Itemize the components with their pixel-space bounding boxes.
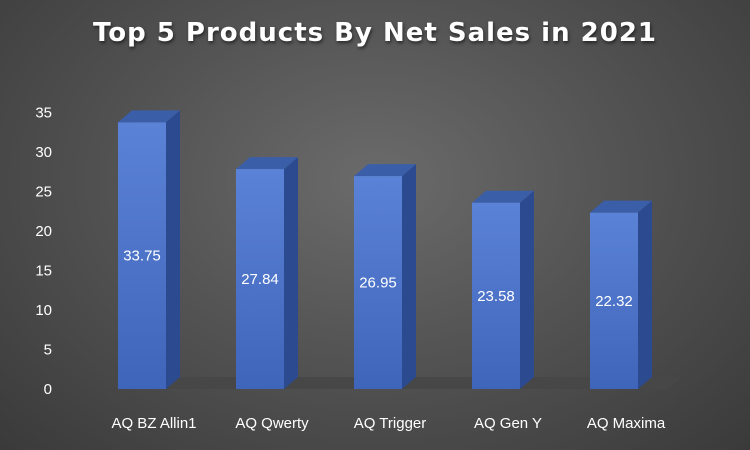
bar: 27.84: [236, 157, 298, 389]
y-tick-label: 15: [35, 263, 52, 280]
bar-side-face: [638, 200, 652, 389]
bar-side-face: [520, 190, 534, 389]
bar-side-face: [166, 110, 180, 389]
bar: 33.75: [118, 110, 180, 389]
bar-side-face: [284, 157, 298, 389]
bar-front-face: [472, 202, 520, 389]
bar-front-face: [354, 176, 402, 389]
bar-top-face: [354, 164, 416, 177]
bar-front-face: [236, 169, 284, 389]
bar-front-face: [118, 122, 166, 389]
x-category-label: AQ Qwerty: [235, 415, 309, 432]
y-tick-label: 30: [35, 144, 52, 161]
bar-top-face: [472, 190, 534, 203]
y-tick-label: 0: [44, 381, 52, 398]
y-tick-label: 5: [44, 342, 52, 359]
bar-side-face: [402, 164, 416, 389]
y-tick-label: 25: [35, 184, 52, 201]
x-category-label: AQ Trigger: [354, 415, 427, 432]
x-category-label: AQ BZ Allin1: [111, 415, 196, 432]
data-label: 23.58: [477, 288, 515, 305]
x-category-label: AQ Gen Y: [474, 415, 542, 432]
y-axis: 0 5 10 15 20 25 30 35: [35, 105, 52, 399]
data-label: 33.75: [123, 248, 161, 265]
x-category-label: AQ Maxima: [587, 415, 666, 432]
data-label: 22.32: [595, 293, 633, 310]
y-tick-label: 10: [35, 302, 52, 319]
x-axis: AQ BZ Allin1 AQ Qwerty AQ Trigger AQ Gen Y A…: [111, 415, 665, 432]
data-label: 27.84: [241, 271, 279, 288]
bar-top-face: [590, 200, 652, 213]
y-tick-label: 20: [35, 223, 52, 240]
bar: 22.32: [590, 200, 652, 389]
bar: 26.95: [354, 164, 416, 389]
bar: 23.58: [472, 190, 534, 389]
bar-top-face: [118, 110, 180, 123]
y-tick-label: 35: [35, 105, 52, 122]
bars: 33.75 27.84 26.95 23.58 22.32: [118, 110, 652, 389]
bar-front-face: [590, 212, 638, 389]
data-label: 26.95: [359, 275, 397, 292]
bar-top-face: [236, 157, 298, 170]
chart-title: Top 5 Products By Net Sales in 2021: [92, 18, 658, 48]
